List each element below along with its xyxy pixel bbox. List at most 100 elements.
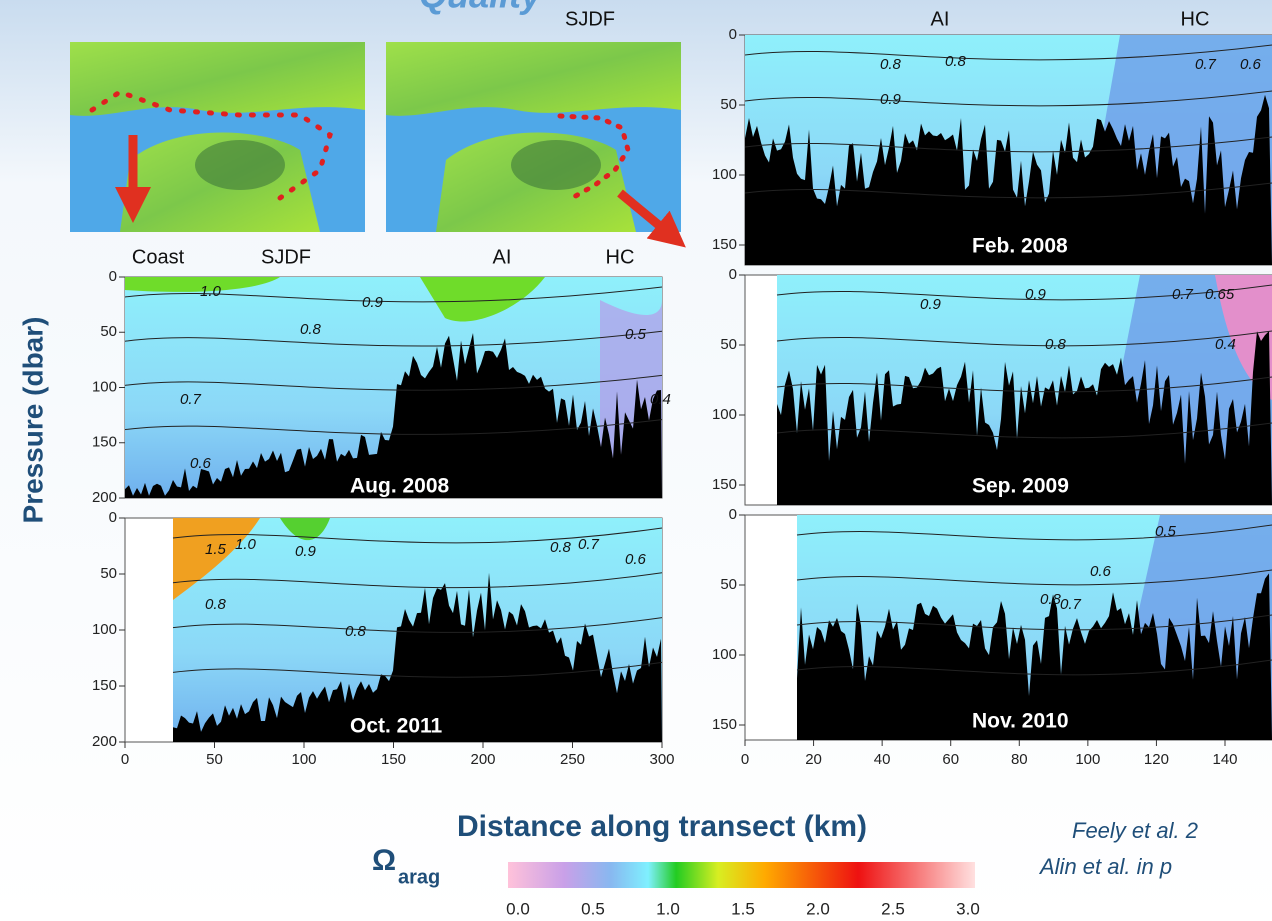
contour-label: 0.9	[880, 91, 902, 108]
contour-label: 0.8	[345, 623, 367, 640]
contour-label: 0.6	[1240, 56, 1262, 73]
section-panel: 1.0 0.9 0.8 0.7 0.6 0.5 0.4 0 50 100 150 200 Aug. 20…	[92, 268, 671, 506]
contour-label: 0.4	[1215, 336, 1236, 353]
contour-label: 0.65	[1205, 286, 1235, 303]
x-tick-label: 80	[1011, 751, 1028, 768]
contour-label: 0.7	[1172, 286, 1194, 303]
contour-label: 0.8	[300, 321, 322, 338]
x-tick-label: 40	[874, 751, 891, 768]
y-tick-label: 0	[109, 509, 117, 526]
contour-label: 0.9	[362, 294, 384, 311]
colorbar-tick: 2.0	[806, 899, 830, 918]
contour-label: 0.9	[1025, 286, 1047, 303]
contour-label: 0.8	[1045, 336, 1067, 353]
y-tick-label: 0	[729, 506, 737, 523]
contour-label: 0.8	[205, 596, 227, 613]
transect-label: Coast	[132, 246, 185, 268]
y-axis-label: Pressure (dbar)	[17, 317, 48, 524]
x-tick-label: 100	[291, 751, 316, 768]
x-tick-label: 140	[1212, 751, 1237, 768]
y-tick-label: 50	[100, 565, 117, 582]
section-panel: 0.9 0.9 0.8 0.7 0.65 0.4 0 50 100 150 Sep. 2009	[712, 266, 1272, 505]
citation: Feely et al. 2	[1072, 818, 1198, 843]
contour-label: 0.7	[1060, 596, 1082, 613]
contour-label: 0.8	[1040, 591, 1062, 608]
x-tick-label: 300	[649, 751, 674, 768]
colorbar	[508, 862, 975, 888]
contour-label: 0.8	[880, 56, 902, 73]
x-tick-label: 120	[1144, 751, 1169, 768]
y-tick-label: 50	[720, 336, 737, 353]
contour-label: 0.8	[550, 539, 572, 556]
x-axis-label: Distance along transect (km)	[457, 810, 867, 843]
contour-label: 0.5	[625, 326, 647, 343]
transect-label: HC	[1181, 8, 1210, 30]
y-tick-label: 100	[92, 621, 117, 638]
contour-label: 0.7	[180, 391, 202, 408]
colorbar-tick: 0.5	[581, 899, 605, 918]
contour-label: 0.5	[1155, 523, 1177, 540]
contour-label: 0.6	[1090, 563, 1112, 580]
contour-label: 0.4	[650, 391, 671, 408]
colorbar-tick: 0.0	[506, 899, 530, 918]
y-tick-label: 0	[729, 26, 737, 43]
y-tick-label: 100	[92, 378, 117, 395]
y-tick-label: 150	[92, 677, 117, 694]
section-panel: 0.8 0.8 0.9 0.7 0.6 0 50 100 150 Feb. 2008	[712, 26, 1272, 265]
colorbar-tick: 3.0	[956, 899, 980, 918]
panel-label: Oct. 2011	[350, 715, 443, 738]
x-tick-label: 0	[741, 751, 749, 768]
contour-label: 1.0	[235, 536, 257, 553]
panel-label: Nov. 2010	[972, 710, 1069, 733]
x-tick-label: 50	[206, 751, 223, 768]
colorbar-tick: 1.0	[656, 899, 680, 918]
x-tick-label: 100	[1075, 751, 1100, 768]
colorbar-tick: 2.5	[881, 899, 905, 918]
y-tick-label: 100	[712, 166, 737, 183]
contour-label: 0.9	[920, 296, 942, 313]
y-tick-label: 200	[92, 489, 117, 506]
contour-label: 1.0	[200, 283, 222, 300]
slide-title: Quality	[419, 0, 543, 16]
contour-label: 0.6	[190, 455, 212, 472]
y-tick-label: 100	[712, 646, 737, 663]
panel-label: Sep. 2009	[972, 475, 1069, 498]
y-tick-label: 50	[100, 323, 117, 340]
contour-label: 0.7	[578, 536, 600, 553]
x-tick-label: 0	[121, 751, 129, 768]
transect-label: AI	[493, 246, 512, 268]
contour-label: 0.6	[625, 551, 647, 568]
x-tick-label: 60	[942, 751, 959, 768]
contour-label: 1.5	[205, 541, 227, 558]
slide: Quality Pressure (dbar) Distance along t…	[0, 0, 1272, 921]
y-tick-label: 150	[712, 476, 737, 493]
y-tick-label: 50	[720, 96, 737, 113]
colorbar-symbol: Ω	[372, 844, 396, 877]
map-left	[70, 42, 365, 232]
y-tick-label: 0	[729, 266, 737, 283]
y-tick-label: 100	[712, 406, 737, 423]
x-tick-label: 250	[560, 751, 585, 768]
colorbar-subscript: arag	[398, 866, 440, 888]
map-right	[386, 42, 681, 236]
y-tick-label: 150	[712, 236, 737, 253]
x-tick-label: 150	[381, 751, 406, 768]
transect-label: SJDF	[261, 246, 311, 268]
panel-label: Aug. 2008	[350, 475, 450, 498]
colorbar-tick: 1.5	[731, 899, 755, 918]
panel-label: Feb. 2008	[972, 235, 1068, 258]
section-panel: 1.5 1.0 0.9 0.8 0.8 0.8 0.7 0.6 0 50 100 150 200 Oct.…	[92, 509, 662, 750]
y-tick-label: 50	[720, 576, 737, 593]
y-tick-label: 200	[92, 733, 117, 750]
y-tick-label: 0	[109, 268, 117, 285]
y-tick-label: 150	[92, 434, 117, 451]
x-tick-label: 200	[470, 751, 495, 768]
y-tick-label: 150	[712, 716, 737, 733]
citation: Alin et al. in p	[1038, 854, 1172, 879]
contour-label: 0.8	[945, 53, 967, 70]
contour-label: 0.7	[1195, 56, 1217, 73]
transect-label: SJDF	[565, 8, 615, 30]
transect-label: HC	[606, 246, 635, 268]
contour-label: 0.9	[295, 543, 317, 560]
